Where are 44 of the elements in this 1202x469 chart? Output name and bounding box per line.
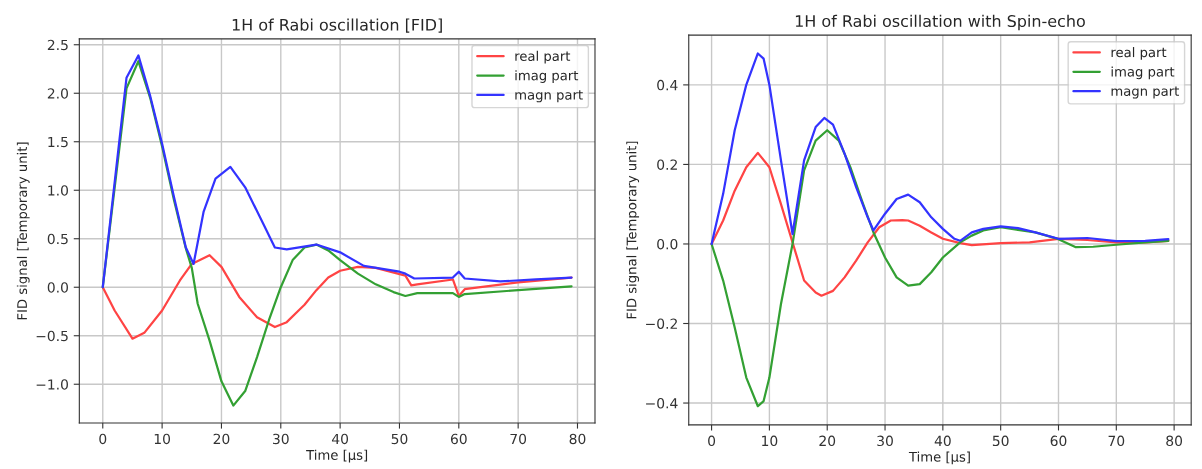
x-tick-label: 20 <box>213 433 230 445</box>
line-series <box>710 129 1170 408</box>
y-tick-label: 0.4 <box>657 79 678 91</box>
x-tick-label: 20 <box>819 435 836 447</box>
y-tick-label: −0.2 <box>646 318 677 329</box>
legend-label: imag part <box>515 70 579 83</box>
y-tick-label: 1.0 <box>48 185 68 196</box>
x-tick-label: 60 <box>1050 435 1067 447</box>
x-tick-label: 50 <box>391 433 408 445</box>
x-tick-label: 70 <box>1108 435 1125 447</box>
x-tick-label: 10 <box>762 435 778 447</box>
y-tick-label: −0.5 <box>36 330 68 342</box>
x-tick-label: 0 <box>99 433 107 445</box>
y-tick-label: 0.2 <box>657 159 677 170</box>
x-tick-label: 10 <box>154 433 171 445</box>
x-tick-label: 70 <box>510 433 527 445</box>
legend-label: real part <box>515 50 571 64</box>
y-tick-label: 0.0 <box>657 238 678 250</box>
chart-title: 1H of Rabi oscillation [FID] <box>232 18 442 33</box>
y-tick-label: 0.0 <box>47 282 68 293</box>
y-tick-label: 2.0 <box>47 88 68 99</box>
legend-label: magn part <box>1111 86 1179 99</box>
chart-title: 1H of Rabi oscillation with Spin-echo <box>795 14 1085 31</box>
x-tick-label: 30 <box>877 435 893 447</box>
y-tick-label: −1.0 <box>36 379 68 390</box>
x-tick-label: 80 <box>569 433 586 445</box>
x-tick-label: 60 <box>450 433 467 445</box>
legend-label: imag part <box>1111 66 1175 80</box>
x-tick-label: 50 <box>992 435 1009 447</box>
x-axis-title: Time [µs] <box>306 449 368 463</box>
x-axis-title: Time [µs] <box>908 451 970 465</box>
y-tick-label: 1.5 <box>48 136 68 148</box>
x-tick-label: 0 <box>708 435 716 447</box>
y-tick-label: −0.4 <box>646 398 678 409</box>
y-axis-title: FID signal [Temporary unit] <box>626 141 640 319</box>
x-tick-label: 40 <box>331 433 349 445</box>
legend-label: magn part <box>515 90 583 103</box>
y-tick-label: 2.5 <box>47 39 68 51</box>
legend-label: real part <box>1111 47 1167 60</box>
y-axis-title: FID signal [Temporary unit] <box>16 142 30 320</box>
x-tick-label: 80 <box>1166 435 1183 447</box>
y-tick-label: 0.5 <box>47 233 68 245</box>
x-tick-label: 40 <box>934 435 951 447</box>
x-tick-label: 30 <box>273 433 289 445</box>
